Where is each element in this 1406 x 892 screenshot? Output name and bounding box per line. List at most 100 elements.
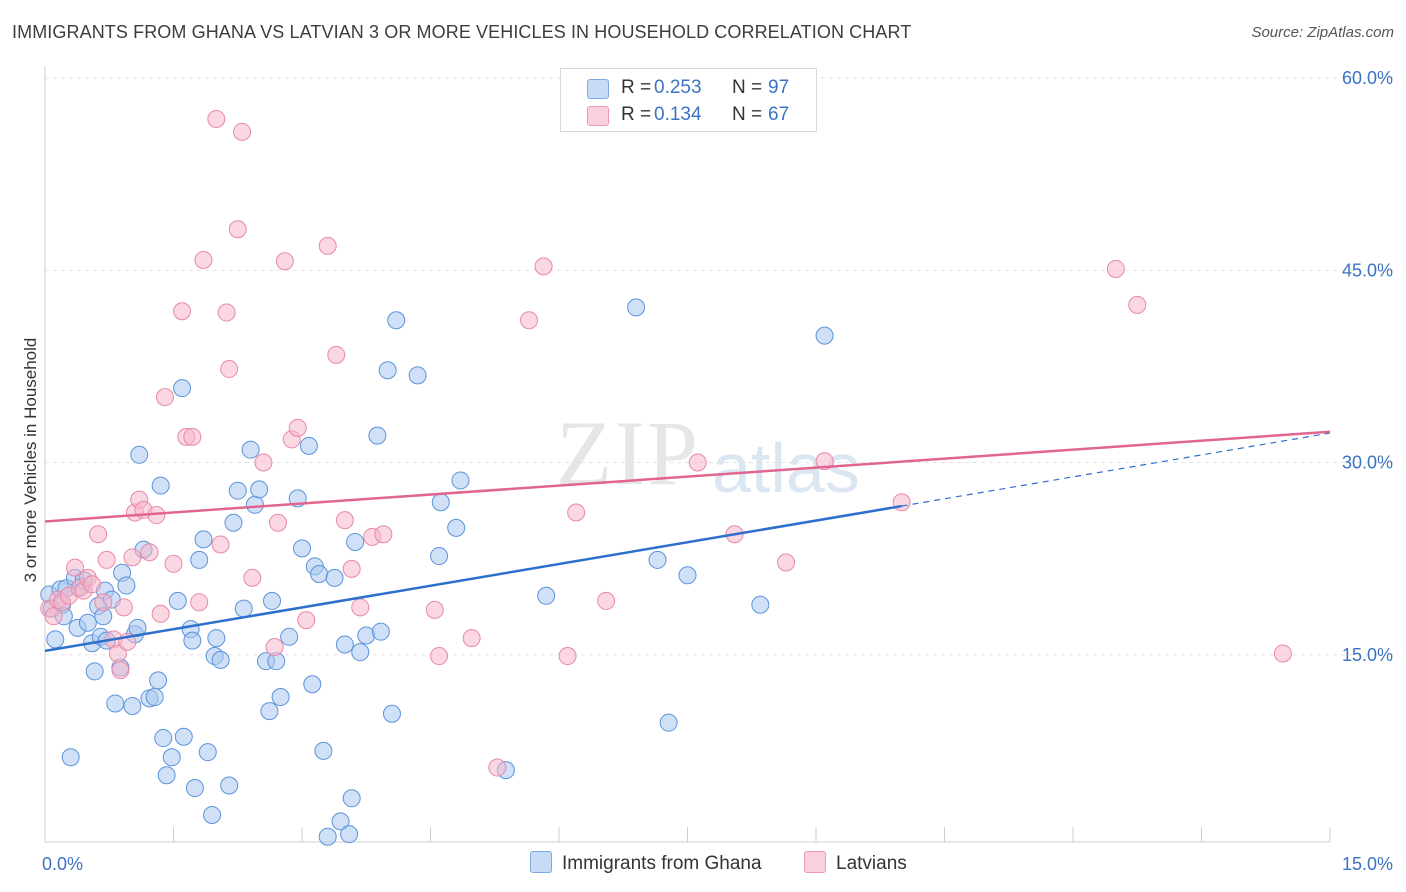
bottom-legend-label-latvian: Latvians <box>836 853 907 874</box>
legend-n-value: 97 <box>768 77 790 98</box>
ghana-point <box>174 727 193 746</box>
ghana-point <box>173 379 192 398</box>
series-latvian-points <box>40 110 1292 777</box>
latvian-point <box>211 535 230 554</box>
ghana-point <box>342 789 361 808</box>
ghana-point <box>198 743 217 762</box>
latvian-point <box>374 525 393 544</box>
ghana-point <box>751 595 770 614</box>
ghana-point <box>303 675 322 694</box>
latvian-point <box>335 511 354 530</box>
trend-lines <box>44 430 1331 653</box>
ghana-point <box>627 298 646 317</box>
latvian-point <box>425 600 444 619</box>
watermark-zip: ZIP <box>556 402 700 504</box>
legend-r-label: R = <box>621 77 652 98</box>
ghana-point <box>207 629 226 648</box>
ghana-point <box>382 704 401 723</box>
ghana-point <box>85 662 104 681</box>
latvian-point <box>123 548 142 567</box>
latvian-point <box>114 598 133 617</box>
ghana-point <box>234 599 253 618</box>
series-ghana-points <box>40 298 834 846</box>
latvian-point <box>173 302 192 321</box>
ghana-point <box>447 518 466 537</box>
ghana-point <box>331 812 350 831</box>
legend-n-value: 67 <box>768 104 790 125</box>
latvian-point <box>288 418 307 437</box>
ghana-point <box>371 622 390 641</box>
ghana-point <box>378 361 397 380</box>
latvian-point <box>233 122 252 141</box>
ghana-point <box>271 688 290 707</box>
latvian-point <box>217 303 236 322</box>
latvian-point <box>462 629 481 648</box>
latvian-point <box>151 604 170 623</box>
latvian-point <box>815 452 834 471</box>
legend-r-value: 0.253 <box>654 77 702 98</box>
ghana-point <box>340 825 359 844</box>
ghana-point <box>325 568 344 587</box>
ghana-point <box>149 671 168 690</box>
latvian-point <box>327 345 346 364</box>
latvian-point <box>83 575 102 594</box>
latvian-point <box>597 591 616 610</box>
latvian-point <box>190 593 209 612</box>
ghana-point <box>123 697 142 716</box>
latvian-point <box>1273 644 1292 663</box>
latvian-point <box>207 110 226 129</box>
ghana-point <box>203 805 222 824</box>
y-tick-label: 60.0% <box>1342 68 1393 88</box>
latvian-point <box>1106 259 1125 278</box>
watermark-atlas: atlas <box>712 429 860 507</box>
ghana-point <box>185 779 204 798</box>
ghana-point <box>245 495 264 514</box>
ghana-point <box>241 440 260 459</box>
ghana-point <box>106 694 125 713</box>
ghana-point <box>314 741 333 760</box>
ghana-point <box>431 493 450 512</box>
ghana-point <box>310 565 329 584</box>
latvian-point <box>228 220 247 239</box>
ghana-point <box>430 547 449 566</box>
latvian-point <box>164 554 183 573</box>
latvian-point <box>1128 295 1147 314</box>
latvian-point <box>534 257 553 276</box>
latvian-point <box>111 661 130 680</box>
ghana-point <box>194 530 213 549</box>
latvian-point <box>269 513 288 532</box>
latvian-point <box>351 598 370 617</box>
ghana-point <box>815 326 834 345</box>
latvian-point <box>183 427 202 446</box>
ghana-point <box>224 513 243 532</box>
ghana-point <box>280 627 299 646</box>
ghana-point <box>220 776 239 795</box>
ghana-point <box>263 591 282 610</box>
latvian-point <box>567 503 586 522</box>
ghana-point <box>387 311 406 330</box>
ghana-point <box>183 631 202 650</box>
y-tick-label: 30.0% <box>1342 453 1393 473</box>
latvian-point <box>520 311 539 330</box>
legend-r-value: 0.134 <box>654 104 702 125</box>
ghana-point <box>408 366 427 385</box>
latvian-point <box>140 543 159 562</box>
latvian-point <box>488 758 507 777</box>
latvian-point <box>558 647 577 666</box>
ghana-point <box>678 566 697 585</box>
latvian-point <box>94 593 113 612</box>
bottom-legend-ghana: Immigrants from Ghana <box>530 851 762 875</box>
ghana-point <box>648 550 667 569</box>
ghana-point <box>190 550 209 569</box>
ghana-point <box>46 630 65 649</box>
legend-swatch-ghana <box>587 79 609 99</box>
latvian-point <box>265 638 284 657</box>
ghana-point <box>351 643 370 662</box>
latvian-point <box>275 252 294 271</box>
legend-swatch-latvian <box>587 106 609 126</box>
ghana-trend-line <box>44 504 902 653</box>
latvian-point <box>44 607 63 626</box>
latvian-point <box>194 250 213 269</box>
legend-n-label: N = <box>732 77 763 98</box>
tick-labels: 15.0% 30.0% 45.0% 60.0% 0.0% 15.0% 3 or more V… <box>21 68 1393 874</box>
